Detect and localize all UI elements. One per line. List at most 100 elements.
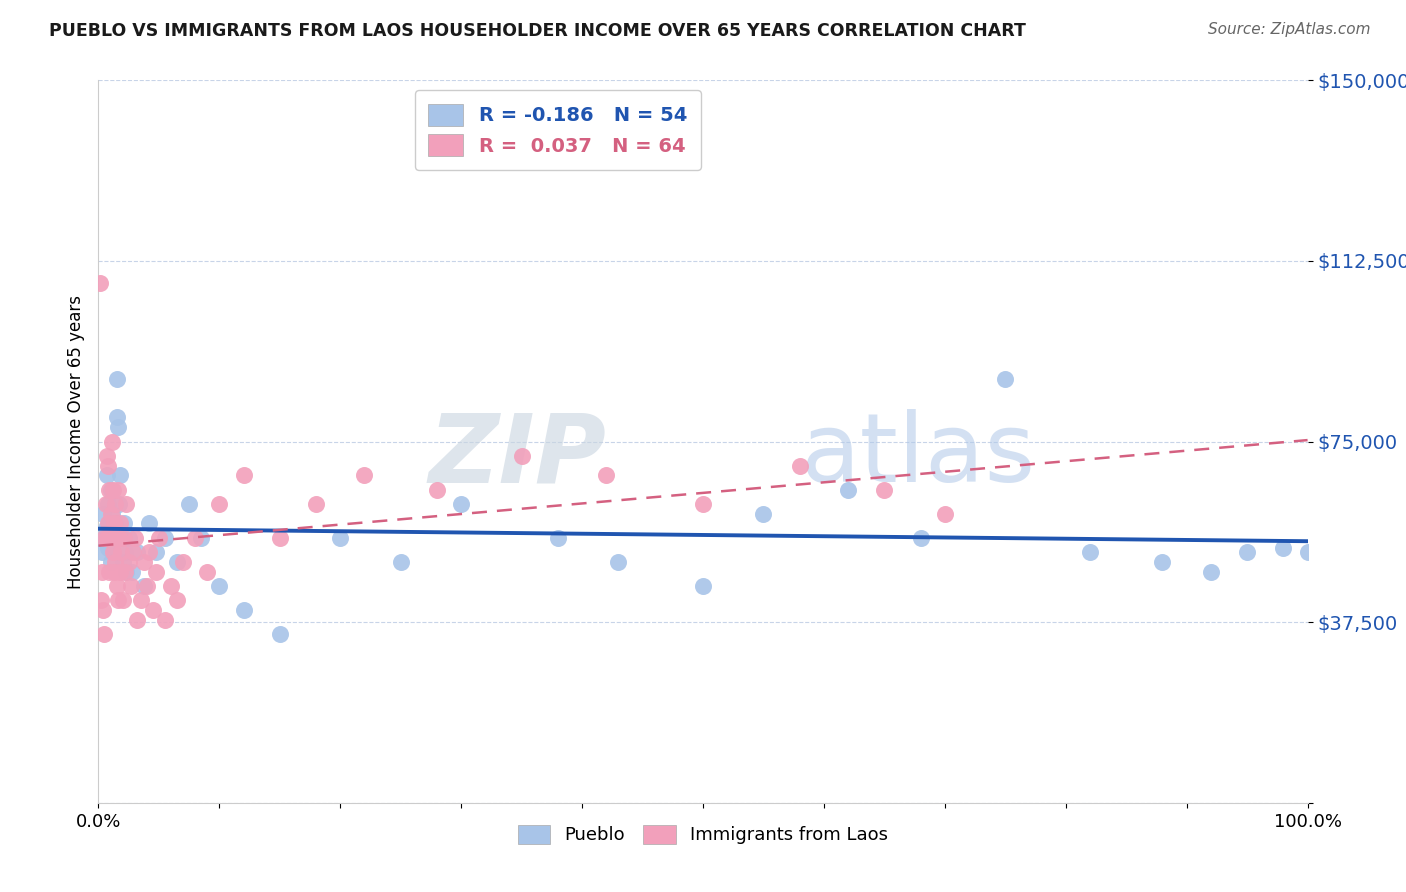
Point	[97, 541, 120, 555]
Point	[190, 531, 212, 545]
Point	[121, 565, 143, 579]
Point	[160, 579, 183, 593]
Point	[837, 483, 859, 497]
Point	[1199, 565, 1222, 579]
Point	[100, 483, 122, 497]
Point	[97, 516, 120, 531]
Point	[89, 276, 111, 290]
Point	[547, 531, 569, 545]
Point	[1078, 545, 1101, 559]
Point	[96, 531, 118, 545]
Point	[127, 613, 149, 627]
Point	[142, 603, 165, 617]
Point	[118, 555, 141, 569]
Point	[97, 497, 120, 511]
Point	[172, 555, 194, 569]
Point	[1272, 541, 1295, 555]
Point	[329, 531, 352, 545]
Point	[108, 565, 131, 579]
Point	[1152, 555, 1174, 569]
Point	[91, 545, 114, 559]
Point	[93, 531, 115, 545]
Point	[426, 483, 449, 497]
Point	[595, 468, 617, 483]
Point	[108, 516, 131, 531]
Point	[96, 468, 118, 483]
Point	[179, 497, 201, 511]
Point	[166, 593, 188, 607]
Point	[108, 497, 131, 511]
Point	[153, 613, 176, 627]
Point	[607, 555, 630, 569]
Point	[510, 449, 533, 463]
Point	[103, 516, 125, 531]
Point	[105, 579, 128, 593]
Legend: Pueblo, Immigrants from Laos: Pueblo, Immigrants from Laos	[510, 818, 896, 852]
Point	[115, 565, 138, 579]
Point	[107, 483, 129, 497]
Point	[91, 565, 114, 579]
Point	[166, 555, 188, 569]
Point	[208, 497, 231, 511]
Point	[103, 565, 125, 579]
Point	[105, 531, 128, 545]
Point	[90, 593, 112, 607]
Point	[692, 579, 714, 593]
Point	[108, 468, 131, 483]
Point	[135, 579, 157, 593]
Point	[100, 555, 122, 569]
Point	[108, 531, 131, 545]
Point	[148, 531, 170, 545]
Point	[107, 593, 129, 607]
Point	[105, 410, 128, 425]
Point	[105, 372, 128, 386]
Point	[138, 516, 160, 531]
Point	[145, 545, 167, 559]
Point	[100, 507, 122, 521]
Point	[1296, 545, 1319, 559]
Point	[103, 531, 125, 545]
Point	[145, 565, 167, 579]
Point	[112, 531, 135, 545]
Point	[111, 593, 134, 607]
Point	[232, 468, 254, 483]
Point	[910, 531, 932, 545]
Point	[994, 372, 1017, 386]
Point	[100, 531, 122, 545]
Point	[269, 627, 291, 641]
Point	[101, 483, 124, 497]
Point	[305, 497, 328, 511]
Point	[91, 603, 114, 617]
Point	[98, 565, 121, 579]
Point	[104, 516, 127, 531]
Point	[789, 458, 811, 473]
Point	[934, 507, 956, 521]
Point	[389, 555, 412, 569]
Point	[195, 565, 218, 579]
Text: PUEBLO VS IMMIGRANTS FROM LAOS HOUSEHOLDER INCOME OVER 65 YEARS CORRELATION CHAR: PUEBLO VS IMMIGRANTS FROM LAOS HOUSEHOLD…	[49, 22, 1026, 40]
Point	[104, 555, 127, 569]
Point	[112, 516, 135, 531]
Point	[752, 507, 775, 521]
Point	[111, 555, 134, 569]
Point	[120, 579, 142, 593]
Point	[96, 449, 118, 463]
Point	[184, 531, 207, 545]
Point	[153, 531, 176, 545]
Point	[114, 545, 136, 559]
Point	[353, 468, 375, 483]
Point	[118, 531, 141, 545]
Text: atlas: atlas	[800, 409, 1035, 502]
Point	[127, 545, 149, 559]
Text: ZIP: ZIP	[429, 409, 606, 502]
Point	[100, 507, 122, 521]
Point	[98, 516, 121, 531]
Point	[93, 627, 115, 641]
Point	[100, 434, 122, 449]
Point	[104, 497, 127, 511]
Point	[122, 545, 145, 559]
Point	[107, 420, 129, 434]
Point	[91, 507, 114, 521]
Point	[100, 531, 122, 545]
Point	[94, 521, 117, 535]
